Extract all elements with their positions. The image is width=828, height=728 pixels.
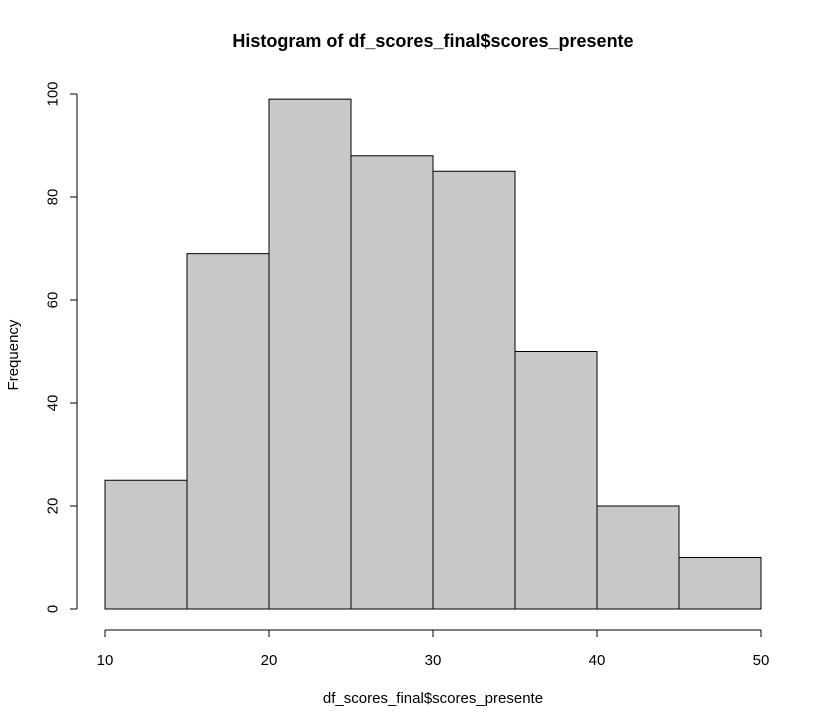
x-axis-label: df_scores_final$scores_presente (323, 690, 543, 707)
histogram-bar (514, 351, 598, 610)
histogram-bar (596, 505, 680, 610)
histogram-bar (432, 170, 516, 610)
x-tick-label: 40 (589, 652, 606, 669)
histogram-bar (678, 557, 762, 610)
y-tick-label: 80 (45, 189, 62, 206)
y-tick-label: 40 (45, 395, 62, 412)
x-tick-label: 10 (97, 652, 114, 669)
chart-title: Histogram of df_scores_final$scores_pres… (232, 31, 633, 51)
x-tick-label: 50 (753, 652, 770, 669)
histogram-bar (186, 253, 270, 610)
x-axis: 10 20 30 40 50 (97, 629, 770, 669)
x-tick-label: 20 (261, 652, 278, 669)
bars (104, 98, 762, 610)
histogram-bar (268, 98, 352, 610)
histogram-bar (104, 479, 188, 610)
y-tick-label: 100 (45, 81, 62, 106)
x-tick-label: 30 (425, 652, 442, 669)
y-tick-label: 0 (45, 605, 62, 613)
y-tick-label: 60 (45, 292, 62, 309)
histogram-bar (350, 155, 434, 610)
y-axis: 0 20 40 60 80 100 (45, 81, 78, 613)
y-tick-label: 20 (45, 498, 62, 515)
y-axis-label: Frequency (5, 319, 22, 390)
